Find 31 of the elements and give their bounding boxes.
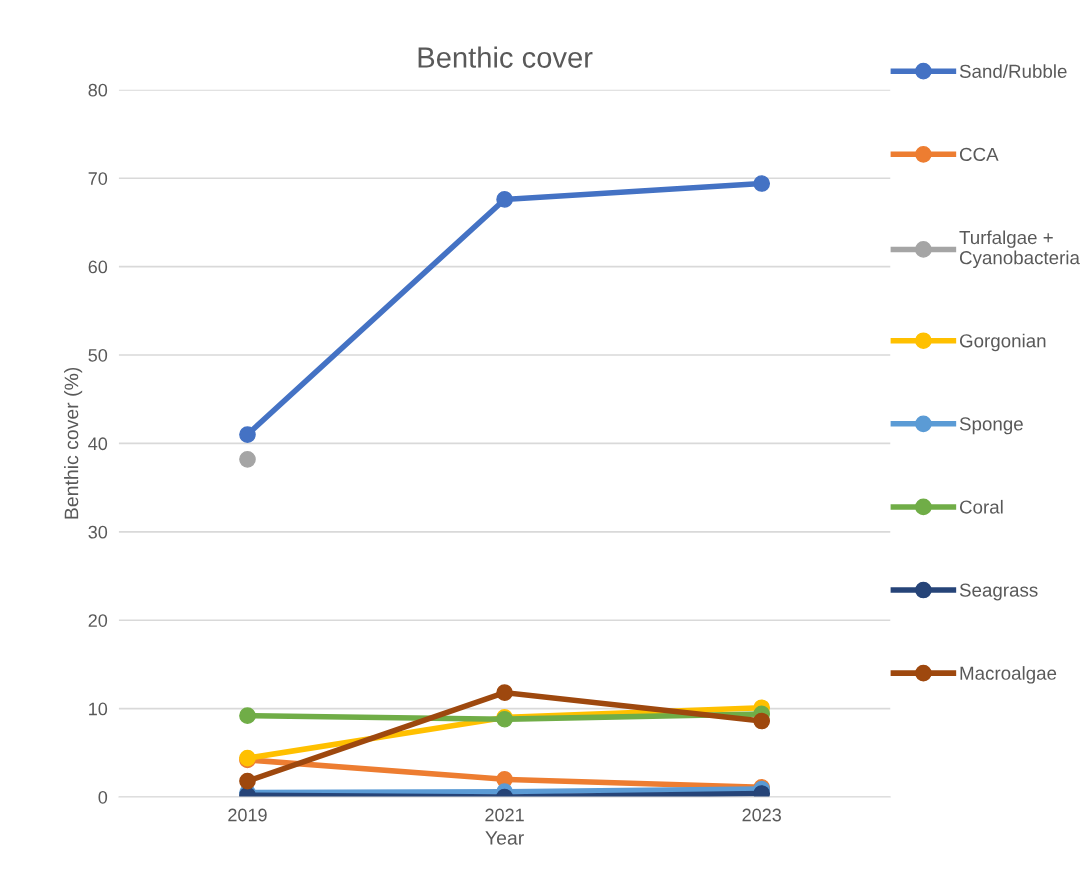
legend-label: Sponge	[959, 417, 1023, 435]
legend-label: Coral	[959, 499, 1003, 514]
legend-label: Macroalgae	[960, 666, 1057, 684]
point	[753, 712, 771, 730]
point	[496, 684, 513, 702]
legend-label: Sand/Rubble	[959, 64, 1067, 78]
legend-label: Seagrass	[959, 583, 1038, 601]
legend-label: Turfalgae + Cyanobacteria	[959, 230, 1080, 269]
point	[239, 707, 256, 725]
y-tick-label: 20	[88, 614, 108, 627]
point	[496, 191, 513, 208]
point	[753, 175, 771, 192]
y-tick-label: 40	[88, 437, 108, 451]
y-tick-label: 10	[89, 702, 108, 716]
y-tick-label: 70	[88, 172, 108, 185]
x-tick-label: 2019	[228, 808, 267, 822]
y-axis-title: Benthic cover (%)	[64, 367, 83, 519]
point	[239, 772, 256, 790]
x-tick-label: 2021	[485, 808, 524, 822]
x-tick-label: 2023	[742, 808, 781, 822]
legend-label: Gorgonian	[959, 333, 1046, 352]
y-tick-label: 30	[88, 525, 108, 539]
y-tick-label: 0	[98, 790, 108, 804]
y-tick-label: 50	[88, 348, 108, 362]
chart-title: Benthic cover	[418, 46, 593, 68]
point	[239, 426, 256, 443]
y-tick-label: 60	[88, 260, 108, 274]
y-tick-label: 80	[88, 83, 108, 97]
legend-label: CCA	[959, 147, 999, 162]
point	[239, 450, 256, 468]
x-axis-title: Year	[485, 831, 524, 845]
